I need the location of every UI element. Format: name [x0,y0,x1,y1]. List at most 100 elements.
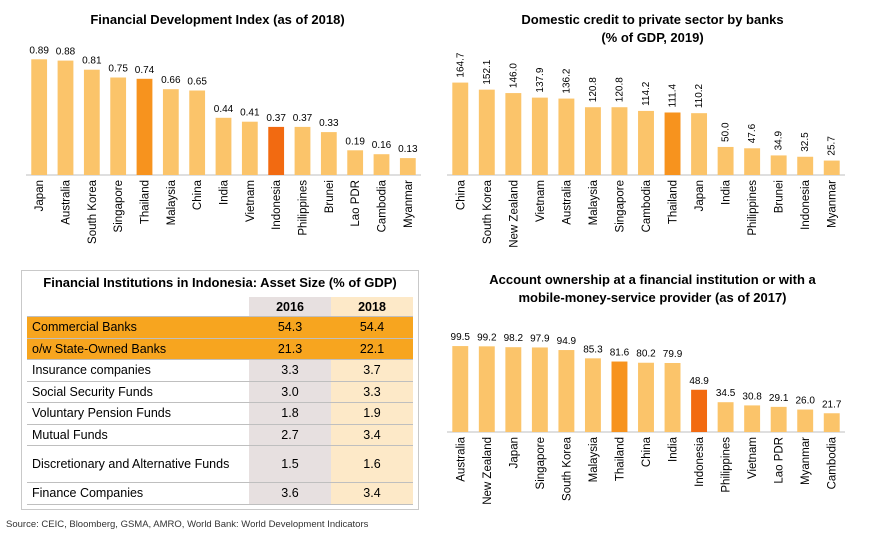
bar [268,126,285,175]
bar [611,107,628,175]
category-label: Japan [34,180,46,211]
data-label: 137.9 [535,67,546,92]
bar [162,89,179,175]
table-row: Discretionary and Alternative Funds 1.5 1.… [27,445,413,483]
chart-title: Financial Development Index (as of 2018) [90,12,345,27]
category-label: India [721,179,733,205]
category-label: Vietnam [535,180,547,222]
value-2016: 3.6 [249,482,331,505]
bar [531,347,548,432]
bar [505,347,522,432]
row-label: Mutual Funds [27,424,249,446]
table-title: Financial Institutions in Indonesia: Ass… [43,275,397,290]
bar [57,60,74,175]
data-label: 79.9 [663,349,683,360]
bar [584,358,601,432]
category-label: Singapore [113,180,125,232]
bar [744,148,761,175]
category-label: Vietnam [747,437,759,479]
data-label: 48.9 [689,376,709,387]
table-row: Commercial Banks 54.3 54.4 [27,316,413,339]
financial-development-index-panel: Financial Development Index (as of 2018)… [0,0,435,260]
value-2016: 3.0 [249,381,331,403]
category-label: South Korea [561,436,573,501]
bar [505,93,522,175]
category-label: South Korea [482,179,494,244]
data-label: 34.9 [774,131,785,151]
data-label: 146.0 [508,63,519,88]
bar [770,155,787,175]
category-label: Lao PDR [350,180,362,227]
category-label: Thailand [614,437,626,481]
value-2016: 1.5 [249,445,331,483]
category-label: Brunei [324,180,336,213]
data-label: 0.65 [187,77,207,88]
category-label: Australia [561,179,573,224]
value-2018: 22.1 [331,338,413,360]
data-label: 30.8 [742,391,762,402]
bar [717,402,734,432]
value-2016: 1.8 [249,402,331,425]
category-label: China [455,179,467,210]
chart-title-line-1: Domestic credit to private sector by ban… [521,12,784,27]
category-label: Indonesia [694,436,706,486]
data-label: 0.74 [135,65,155,76]
data-label: 164.7 [455,52,466,77]
category-label: China [192,179,204,210]
data-label: 0.33 [319,118,339,129]
row-label: Social Security Funds [27,381,249,403]
value-2018: 1.6 [331,445,413,483]
bar [797,409,814,432]
data-label: 29.1 [769,393,789,404]
chart-title-line-1: Account ownership at a financial institu… [489,272,816,287]
data-label: 110.2 [694,83,705,108]
category-label: Myanmar [800,437,812,485]
table-row: Social Security Funds 3.0 3.3 [27,381,413,403]
table-row: Finance Companies 3.6 3.4 [27,482,413,505]
bar [691,389,708,432]
data-label: 99.5 [451,332,471,343]
bar [558,350,575,432]
category-label: Singapore [614,180,626,232]
bar [717,146,734,175]
data-label: 0.19 [345,136,365,147]
value-2016: 54.3 [249,316,331,339]
value-2016: 2.7 [249,424,331,446]
bar [31,59,48,175]
category-label: Australia [61,179,73,224]
data-label: 114.2 [641,81,652,106]
bar [770,406,787,432]
value-2016: 3.3 [249,359,331,382]
bar [189,90,206,175]
bar [478,346,495,432]
data-label: 0.89 [29,45,49,56]
table-row: Insurance companies 3.3 3.7 [27,359,413,382]
bar [638,110,654,175]
category-label: Myanmar [403,180,415,228]
category-label: Indonesia [271,179,283,229]
data-label: 21.7 [822,399,842,410]
domestic-credit-chart: 164.7 China 152.1 South Korea 146.0 New Zeala… [447,52,845,248]
category-label: New Zealand [482,437,494,505]
chart-title-line-2: mobile-money-service provider (as of 201… [518,290,787,305]
source-note: Source: CEIC, Bloomberg, GSMA, AMRO, Wor… [6,519,369,530]
data-label: 111.4 [668,84,679,108]
data-label: 80.2 [636,349,656,360]
data-label: 0.37 [293,113,313,124]
data-label: 120.8 [588,77,599,102]
category-label: Singapore [535,437,547,489]
row-label: Discretionary and Alternative Funds [27,445,249,483]
bar [823,413,840,432]
category-label: China [641,436,653,467]
bar [136,78,153,175]
data-label: 81.6 [610,348,630,359]
data-label: 152.1 [482,59,493,84]
bar [241,121,258,175]
category-label: Thailand [668,180,680,224]
bar [452,82,469,175]
row-label: Commercial Banks [27,316,249,339]
category-label: Malaysia [588,179,600,225]
category-label: Cambodia [377,179,389,232]
bar [611,361,628,432]
data-label: 0.81 [82,56,102,67]
